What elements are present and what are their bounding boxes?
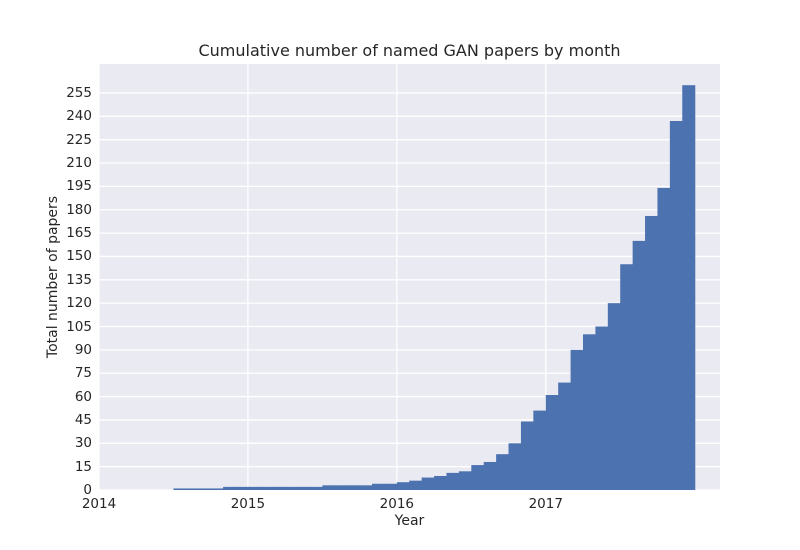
bar: 2015-05: 2 bbox=[297, 486, 311, 490]
bar: 2016-04: 9 bbox=[434, 475, 448, 490]
y-tick-label: 120 bbox=[66, 295, 92, 312]
x-tick-label: 2016 bbox=[379, 496, 414, 512]
y-tick-label: 15 bbox=[74, 458, 92, 475]
bar: 2017-01: 61 bbox=[545, 395, 559, 490]
y-tick-label: 165 bbox=[66, 225, 92, 242]
bar: 2014-12: 2 bbox=[235, 486, 249, 490]
bar: 2015-09: 3 bbox=[347, 485, 361, 490]
bar: 2015-07: 3 bbox=[322, 485, 336, 490]
bar: 2016-01: 5 bbox=[396, 482, 410, 490]
y-tick-label: 225 bbox=[66, 131, 92, 148]
bar: 2015-10: 3 bbox=[359, 485, 373, 490]
plot-area: 2014-07: 12014-08: 12014-09: 12014-10: 1… bbox=[99, 64, 720, 490]
bar: 2017-08: 160 bbox=[632, 240, 646, 490]
bar: 2017-02: 69 bbox=[558, 382, 572, 490]
bar: 2017-07: 145 bbox=[620, 264, 634, 490]
bar: 2015-01: 2 bbox=[247, 486, 261, 490]
bar: 2017-10: 194 bbox=[657, 187, 671, 490]
bar: 2016-02: 6 bbox=[409, 480, 423, 490]
bar: 2016-09: 23 bbox=[496, 454, 510, 490]
y-tick-label: 210 bbox=[66, 155, 92, 172]
bar: 2017-12: 260 bbox=[682, 85, 696, 490]
y-tick-label: 60 bbox=[74, 388, 92, 405]
plot-svg: 2014-07: 12014-08: 12014-09: 12014-10: 1… bbox=[99, 64, 720, 490]
bar: 2015-08: 3 bbox=[334, 485, 348, 490]
y-tick-label: 75 bbox=[74, 365, 92, 382]
bar: 2015-06: 2 bbox=[309, 486, 323, 490]
y-tick-label: 150 bbox=[66, 248, 92, 265]
bar: 2016-03: 8 bbox=[421, 477, 435, 490]
bar: 2015-03: 2 bbox=[272, 486, 286, 490]
y-tick-label: 255 bbox=[66, 84, 92, 101]
bar: 2014-08: 1 bbox=[185, 488, 199, 490]
bar: 2014-11: 2 bbox=[223, 486, 237, 490]
y-tick-label: 240 bbox=[66, 108, 92, 125]
bar: 2015-12: 4 bbox=[384, 483, 398, 490]
bar: 2016-11: 44 bbox=[520, 421, 534, 490]
bar: 2015-04: 2 bbox=[285, 486, 299, 490]
bar: 2016-08: 18 bbox=[483, 461, 497, 490]
bar: 2017-03: 90 bbox=[570, 349, 584, 490]
y-tick-label: 90 bbox=[74, 341, 92, 358]
bar: 2016-12: 51 bbox=[533, 410, 547, 490]
bar: 2017-11: 237 bbox=[669, 120, 683, 490]
bar: 2014-07: 1 bbox=[173, 488, 187, 490]
y-tick-label: 45 bbox=[74, 411, 92, 428]
y-tick-label: 195 bbox=[66, 178, 92, 195]
x-tick-label: 2017 bbox=[528, 496, 563, 512]
x-tick-label: 2015 bbox=[230, 496, 266, 512]
bar: 2017-05: 105 bbox=[595, 326, 609, 490]
y-tick-label: 180 bbox=[66, 201, 92, 218]
y-tick-label: 0 bbox=[83, 482, 92, 498]
bar: 2017-09: 176 bbox=[645, 215, 659, 490]
chart-title: Cumulative number of named GAN papers by… bbox=[198, 41, 621, 60]
bar: 2014-10: 1 bbox=[210, 488, 224, 490]
bar: 2016-07: 16 bbox=[471, 465, 485, 490]
bar: 2015-11: 4 bbox=[372, 483, 386, 490]
y-axis-label: Total number of papers bbox=[45, 195, 61, 359]
y-tick-label: 105 bbox=[66, 318, 92, 335]
bar: 2016-05: 11 bbox=[446, 472, 460, 490]
bar: 2014-09: 1 bbox=[198, 488, 212, 490]
x-tick-label: 2014 bbox=[81, 496, 117, 512]
y-tick-label: 135 bbox=[66, 271, 92, 288]
bar: 2017-04: 100 bbox=[582, 334, 597, 490]
bar: 2017-06: 120 bbox=[607, 303, 621, 490]
bar: 2016-10: 30 bbox=[508, 443, 522, 490]
y-tick-label: 30 bbox=[74, 435, 92, 452]
bar: 2015-02: 2 bbox=[260, 486, 274, 490]
bar: 2016-06: 12 bbox=[458, 471, 472, 490]
x-axis-label: Year bbox=[394, 513, 425, 529]
